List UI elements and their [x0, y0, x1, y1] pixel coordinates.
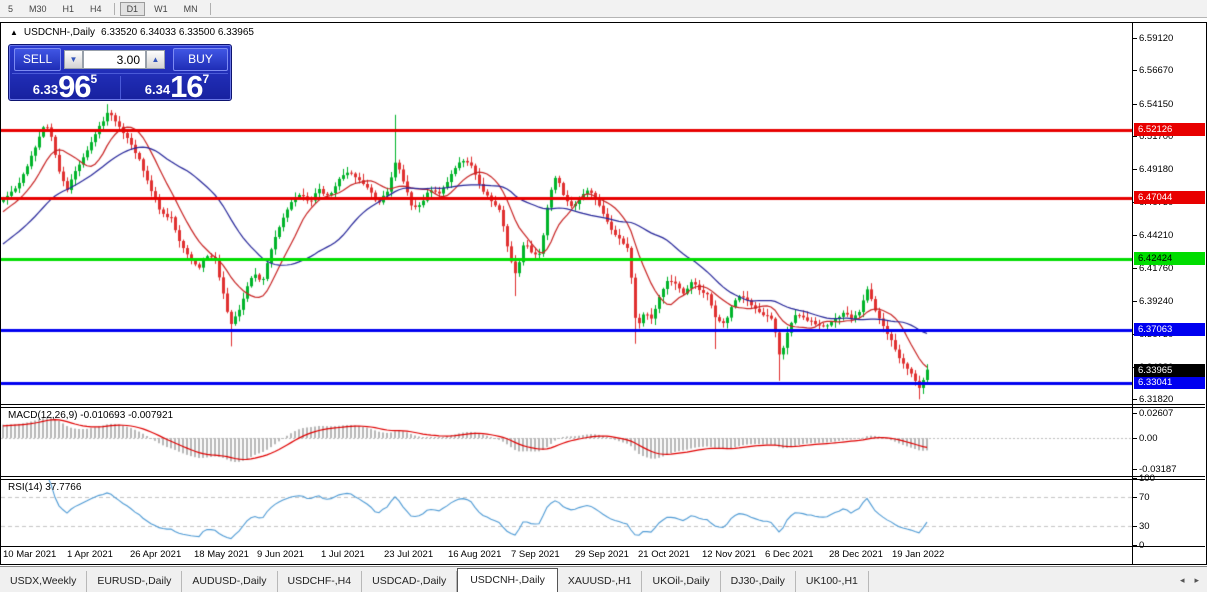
- rsi-axis-label[interactable]: 30: [1132, 520, 1150, 532]
- price-axis-label[interactable]: 6.54150: [1131, 98, 1174, 110]
- date-axis-label[interactable]: 26 Apr 2021: [130, 549, 182, 560]
- volume-input[interactable]: [83, 50, 146, 69]
- ask-big-digits: 16: [170, 69, 203, 104]
- sell-button[interactable]: SELL: [14, 48, 61, 71]
- volume-increase-button[interactable]: ▲: [146, 50, 165, 69]
- chart-symbol-title: USDCNH-,Daily: [23, 27, 96, 38]
- rsi-label: RSI(14) 37.7766: [8, 482, 81, 493]
- tab-scroll-arrows: ◂ ▸: [1180, 575, 1207, 592]
- date-axis-label[interactable]: 29 Sep 2021: [575, 549, 629, 560]
- price-axis-label[interactable]: 6.41760: [1131, 262, 1174, 274]
- date-axis-label[interactable]: 28 Dec 2021: [829, 549, 883, 560]
- current-price-badge: 6.33965: [1134, 363, 1205, 377]
- ask-pip-digit: 7: [202, 72, 210, 86]
- timeframe-w1[interactable]: W1: [154, 3, 168, 14]
- one-click-trade-panel: SELL ▼ ▲ BUY 6.33 96 5 6.34 16 7: [8, 44, 232, 104]
- tab-uk100-h1[interactable]: UK100-,H1: [796, 571, 869, 592]
- rsi-name: RSI(14): [8, 482, 43, 493]
- level-price-badge: 6.37063: [1134, 322, 1205, 336]
- collapse-trade-panel-icon[interactable]: ▲: [10, 28, 18, 37]
- buy-button[interactable]: BUY: [173, 48, 228, 71]
- tab-scroll-right-icon[interactable]: ▸: [1194, 575, 1199, 585]
- macd-pane-canvas[interactable]: [1, 408, 1132, 476]
- tab-usdx-weekly[interactable]: USDX,Weekly: [0, 571, 88, 592]
- date-axis-label[interactable]: 9 Jun 2021: [257, 549, 305, 560]
- date-axis-label[interactable]: 10 Mar 2021: [3, 549, 57, 560]
- rsi-axis-label[interactable]: 70: [1132, 491, 1150, 503]
- chart-title: ▲ USDCNH-,Daily 6.33520 6.34033 6.33500 …: [10, 27, 254, 38]
- macd-values: -0.010693 -0.007921: [80, 410, 174, 421]
- price-axis-label[interactable]: 6.56670: [1131, 65, 1174, 77]
- price-axis-separator: [1132, 22, 1133, 565]
- timeframe-h1[interactable]: H1: [62, 3, 75, 14]
- date-axis-label[interactable]: 1 Jul 2021: [321, 549, 365, 560]
- macd-axis-label[interactable]: 0.02607: [1131, 408, 1174, 419]
- macd-name: MACD(12,26,9): [8, 410, 78, 421]
- tab-usdcnh-daily[interactable]: USDCNH-,Daily: [457, 568, 558, 592]
- macd-axis-label[interactable]: -0.03187: [1132, 463, 1177, 475]
- timeframe-m30[interactable]: M30: [29, 3, 47, 14]
- bid-price[interactable]: 6.33 96 5: [12, 69, 118, 104]
- level-price-badge: 6.47044: [1134, 190, 1205, 204]
- timeframe-mn[interactable]: MN: [183, 3, 198, 14]
- rsi-pane-bottom-border: [1, 546, 1205, 547]
- price-axis-label[interactable]: 6.49180: [1131, 164, 1174, 176]
- macd-axis-label[interactable]: 0.00: [1132, 433, 1158, 444]
- price-axis-label[interactable]: 6.44210: [1131, 230, 1174, 242]
- level-price-badge: 6.52126: [1134, 123, 1205, 137]
- price-axis-label[interactable]: 6.39240: [1131, 295, 1174, 307]
- date-axis-label[interactable]: 23 Jul 2021: [384, 549, 434, 560]
- date-axis-label[interactable]: 1 Apr 2021: [67, 549, 113, 560]
- level-price-badge: 6.42424: [1134, 251, 1205, 265]
- toolbar-separator: [113, 2, 115, 15]
- level-price-badge: 6.33041: [1134, 375, 1205, 389]
- price-axis-label[interactable]: 6.31820: [1131, 394, 1174, 406]
- trade-panel-separator: [12, 73, 228, 74]
- bid-big-digits: 96: [58, 69, 91, 104]
- timeframe-h4[interactable]: H4: [90, 3, 102, 14]
- date-axis-label[interactable]: 16 Aug 2021: [448, 549, 502, 560]
- tab-dj30-daily[interactable]: DJ30-,Daily: [721, 571, 796, 592]
- bid-ask-divider: [120, 76, 121, 99]
- date-axis-label[interactable]: 18 May 2021: [194, 549, 249, 560]
- price-axis-label[interactable]: 6.51700: [1131, 130, 1174, 142]
- tab-xauusd-h1[interactable]: XAUUSD-,H1: [558, 571, 643, 592]
- tab-audusd-daily[interactable]: AUDUSD-,Daily: [182, 571, 278, 592]
- ask-price[interactable]: 6.34 16 7: [124, 69, 230, 104]
- rsi-pane-canvas[interactable]: [1, 480, 1132, 546]
- timeframe-d1[interactable]: D1: [119, 1, 146, 16]
- bid-small-digits: 6.33: [32, 82, 59, 97]
- tab-usdcad-daily[interactable]: USDCAD-,Daily: [362, 571, 458, 592]
- price-axis-label[interactable]: 6.59120: [1131, 32, 1174, 44]
- date-axis-label[interactable]: 12 Nov 2021: [702, 549, 756, 560]
- pane-divider-rsi[interactable]: [1, 476, 1205, 480]
- rsi-value: 37.7766: [45, 482, 82, 493]
- volume-decrease-button[interactable]: ▼: [64, 50, 83, 69]
- tab-usdchf-h4[interactable]: USDCHF-,H4: [278, 571, 363, 592]
- toolbar-separator: [209, 2, 211, 15]
- timeframe-toolbar: 5 M30 H1 H4 D1 W1 MN: [0, 0, 1207, 18]
- pane-divider-macd[interactable]: [1, 404, 1205, 408]
- tab-eurusd-daily[interactable]: EURUSD-,Daily: [87, 571, 183, 592]
- timeframe-5[interactable]: 5: [8, 3, 14, 14]
- rsi-axis-label[interactable]: 0: [1131, 540, 1145, 551]
- chart-tab-bar: USDX,Weekly EURUSD-,Daily AUDUSD-,Daily USD…: [0, 566, 1207, 592]
- tab-ukoil-daily[interactable]: UKOil-,Daily: [642, 571, 721, 592]
- date-axis-label[interactable]: 7 Sep 2021: [511, 549, 560, 560]
- tab-scroll-left-icon[interactable]: ◂: [1179, 575, 1185, 585]
- bid-pip-digit: 5: [90, 72, 98, 86]
- date-axis-label[interactable]: 21 Oct 2021: [638, 549, 690, 560]
- rsi-axis-label[interactable]: 100: [1132, 473, 1155, 484]
- date-axis-label[interactable]: 6 Dec 2021: [765, 549, 814, 560]
- chart-ohlc-values: 6.33520 6.34033 6.33500 6.33965: [101, 27, 254, 38]
- macd-label: MACD(12,26,9) -0.010693 -0.007921: [8, 410, 173, 421]
- date-axis-label[interactable]: 19 Jan 2022: [892, 549, 945, 560]
- ask-small-digits: 6.34: [144, 82, 171, 97]
